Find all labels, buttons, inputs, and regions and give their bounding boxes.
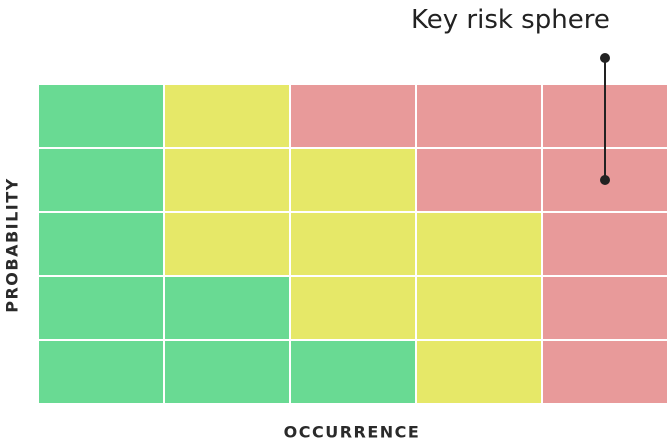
risk-cell-r3-c5 xyxy=(541,211,668,277)
y-axis-label: PROBABILITY xyxy=(2,177,22,313)
risk-cell-r3-c2 xyxy=(163,211,291,277)
risk-cell-r2-c3 xyxy=(289,147,417,213)
risk-cell-r3-c4 xyxy=(415,211,543,277)
risk-cell-r1-c3 xyxy=(289,83,417,149)
risk-cell-r3-c1 xyxy=(37,211,165,277)
risk-cell-r2-c2 xyxy=(163,147,291,213)
risk-cell-r5-c4 xyxy=(415,339,543,405)
risk-cell-r5-c5 xyxy=(541,339,668,405)
risk-cell-r4-c5 xyxy=(541,275,668,341)
risk-cell-r5-c1 xyxy=(37,339,165,405)
risk-cell-r1-c2 xyxy=(163,83,291,149)
risk-cell-r5-c2 xyxy=(163,339,291,405)
risk-cell-r2-c4 xyxy=(415,147,543,213)
risk-cell-r4-c1 xyxy=(37,275,165,341)
x-axis-label: OCCURRENCE xyxy=(283,422,421,442)
risk-cell-r5-c3 xyxy=(289,339,417,405)
risk-cell-r4-c2 xyxy=(163,275,291,341)
annotation-dot-bottom xyxy=(600,175,610,185)
risk-cell-r4-c3 xyxy=(289,275,417,341)
annotation-label: Key risk sphere xyxy=(411,5,610,35)
risk-cell-r4-c4 xyxy=(415,275,543,341)
risk-cell-r1-c1 xyxy=(37,83,165,149)
risk-cell-r1-c4 xyxy=(415,83,543,149)
risk-cell-r2-c1 xyxy=(37,147,165,213)
risk-cell-r3-c3 xyxy=(289,211,417,277)
annotation-dot-top xyxy=(600,53,610,63)
